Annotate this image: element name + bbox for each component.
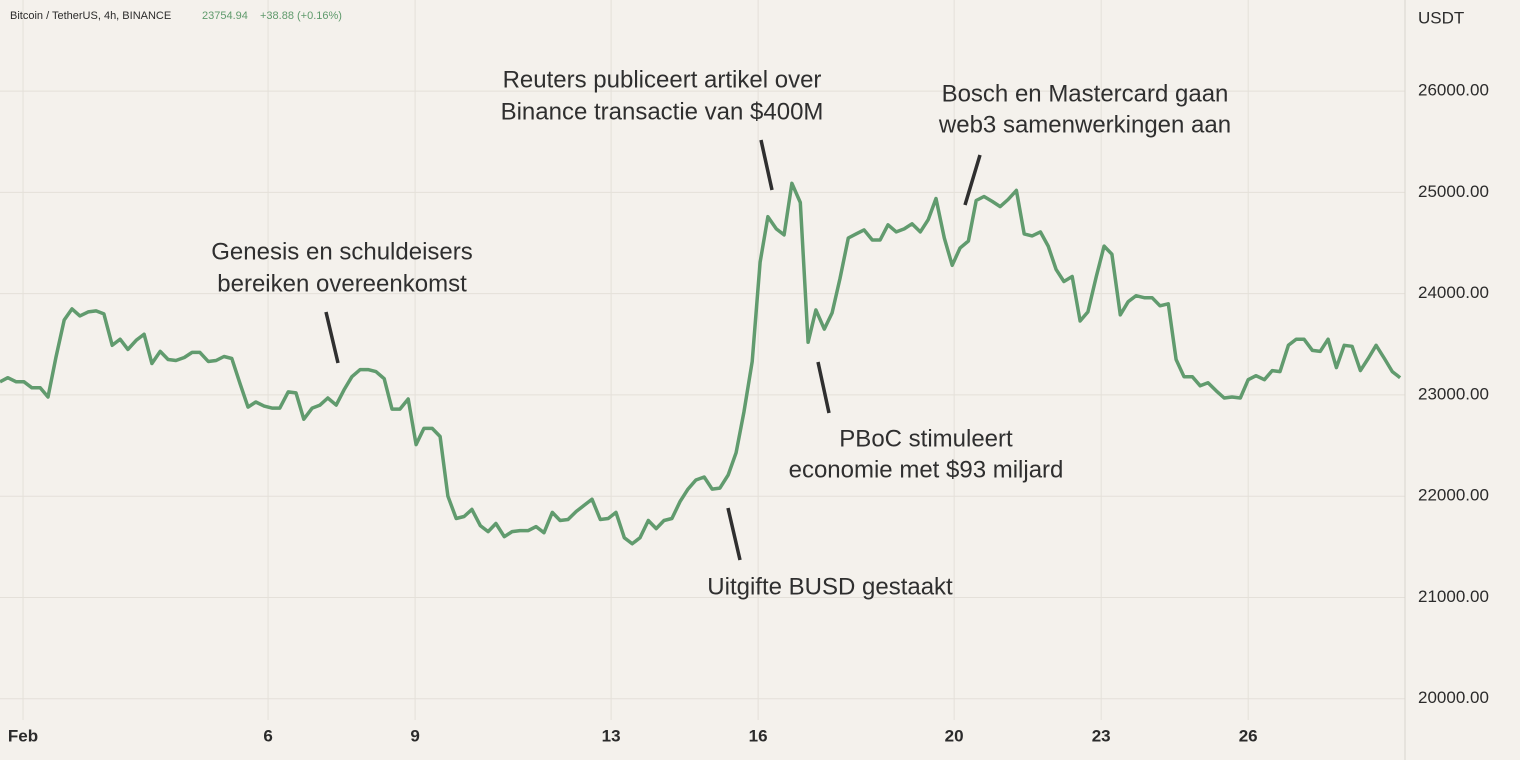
y-tick-label: 20000.00 [1418, 688, 1489, 707]
x-tick-label: 9 [410, 726, 419, 745]
annotation: Genesis en schuldeisers [211, 238, 472, 265]
annotation-pointer [726, 507, 742, 561]
x-tick-label: 6 [263, 726, 272, 745]
annotation-pointer [963, 154, 982, 206]
header: Bitcoin / TetherUS, 4h, BINANCE [10, 10, 171, 22]
x-tick-label: 26 [1239, 726, 1258, 745]
x-tick-label: 23 [1092, 726, 1111, 745]
x-tick-label: 16 [749, 726, 768, 745]
x-tick-label: 20 [945, 726, 964, 745]
y-tick-label: 25000.00 [1418, 182, 1489, 201]
grid [0, 0, 1405, 720]
y-tick-label: 23000.00 [1418, 384, 1489, 403]
y-tick-label: 21000.00 [1418, 587, 1489, 606]
annotations: Genesis en schuldeisers bereiken overeen… [211, 66, 1231, 600]
annotation-pointer [759, 139, 774, 191]
annotation: bereiken overeenkomst [217, 270, 467, 297]
annotation: Bosch en Mastercard gaan [942, 80, 1229, 107]
price-change: +38.88 (+0.16%) [260, 10, 342, 22]
y-tick-label: 26000.00 [1418, 81, 1489, 100]
annotation-pointer [816, 361, 831, 414]
y-unit: USDT [1418, 8, 1464, 27]
y-tick-label: 22000.00 [1418, 486, 1489, 505]
x-tick-label: Feb [8, 726, 38, 745]
annotation: PBoC stimuleert [839, 425, 1013, 452]
annotation: economie met $93 miljard [789, 456, 1064, 483]
annotation: Uitgifte BUSD gestaakt [707, 573, 953, 600]
annotation: web3 samenwerkingen aan [938, 111, 1231, 138]
x-tick-label: 13 [602, 726, 621, 745]
annotation-pointer [324, 311, 340, 364]
price-line [0, 181, 1402, 546]
price: 23754.94 [202, 10, 248, 22]
y-tick-label: 24000.00 [1418, 283, 1489, 302]
annotation: Binance transactie van $400M [501, 98, 824, 125]
annotation: Reuters publiceert artikel over [503, 66, 822, 93]
